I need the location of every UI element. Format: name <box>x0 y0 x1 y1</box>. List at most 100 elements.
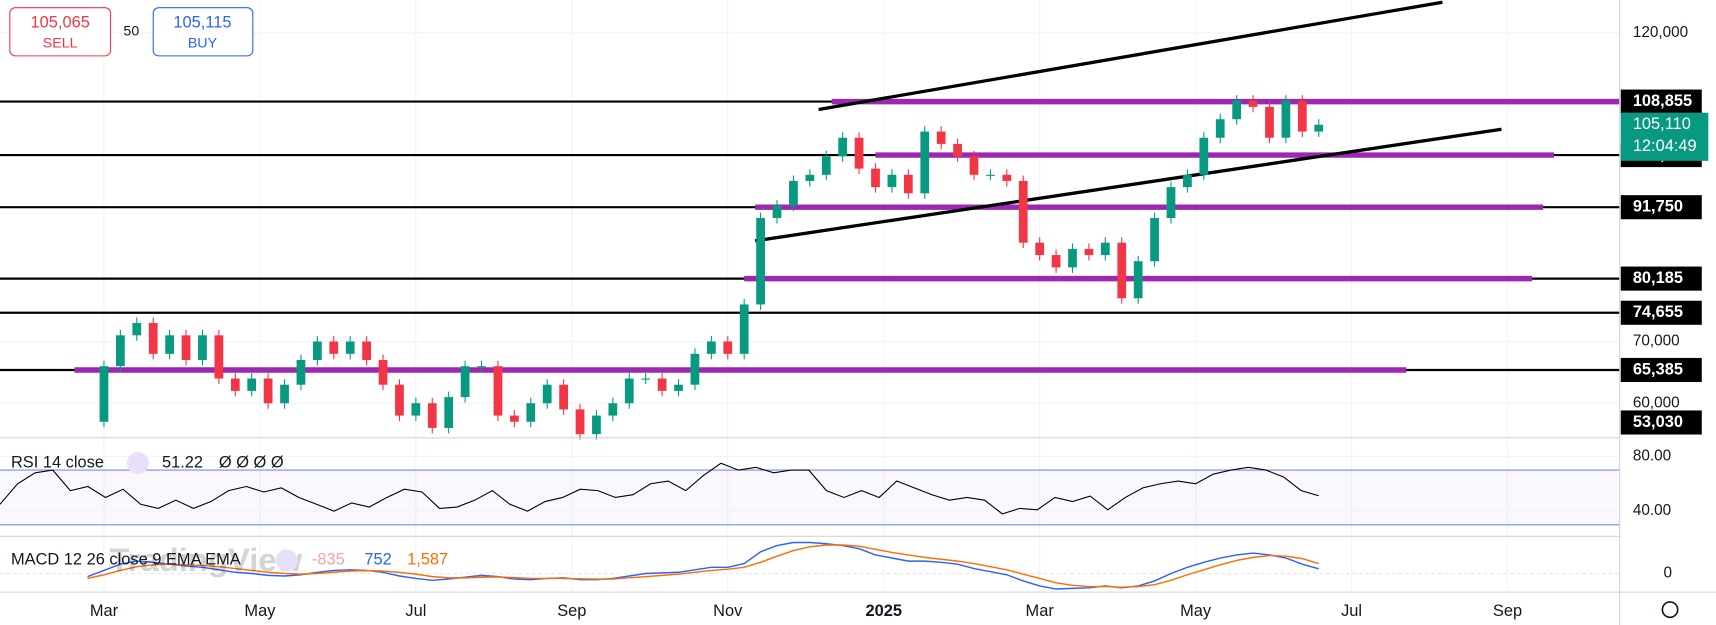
x-tick-label: Mar <box>90 602 119 620</box>
y-tick-label: 0 <box>1663 565 1672 582</box>
buy-label[interactable]: BUY <box>188 36 218 52</box>
candle-body <box>263 378 273 404</box>
candle-body <box>312 341 322 361</box>
settings-icon[interactable] <box>275 549 298 572</box>
level-tag <box>1620 410 1702 435</box>
candle-body <box>706 341 716 354</box>
candle-body <box>772 205 782 219</box>
candle-body <box>1183 174 1192 188</box>
candle-body <box>509 415 519 422</box>
candle-body <box>362 341 371 361</box>
level-label: 65,385 <box>1633 360 1683 378</box>
last-price-tag <box>1620 112 1709 161</box>
candle-body <box>674 384 683 391</box>
level-label: 53,030 <box>1633 413 1683 431</box>
candle-body <box>116 335 125 367</box>
candle-body <box>280 384 289 404</box>
candle-body <box>1166 187 1176 219</box>
x-tick-label: May <box>244 602 276 620</box>
candle-body <box>969 156 979 175</box>
buy-button[interactable] <box>152 7 254 57</box>
drawings <box>0 0 1620 373</box>
rsi-title: RSI 14 close <box>11 453 104 471</box>
candle-body <box>838 137 848 157</box>
x-tick-label: May <box>1180 602 1212 620</box>
candle-body <box>821 156 831 175</box>
y-tick-label: 40.00 <box>1633 502 1671 519</box>
candle-body <box>395 384 404 416</box>
spread: 50 <box>123 24 139 40</box>
candle-body <box>575 409 585 435</box>
settings-gear[interactable] <box>1661 601 1679 619</box>
candle-body <box>148 322 158 354</box>
trend-line <box>818 0 1443 112</box>
candle-body <box>526 403 536 422</box>
candle-body <box>329 341 339 354</box>
candle-body <box>624 378 634 404</box>
candle-body <box>756 218 765 305</box>
y-tick-label: 60,000 <box>1633 394 1680 411</box>
candle-body <box>1068 248 1077 268</box>
candle-body <box>559 384 568 410</box>
level-label: 80,185 <box>1633 269 1683 287</box>
y-tick-label: 70,000 <box>1633 333 1680 350</box>
sell-price[interactable]: 105,065 <box>31 13 90 31</box>
candle-body <box>1018 180 1028 243</box>
candle-body <box>477 366 486 368</box>
candle-body <box>1281 100 1291 138</box>
candle-body <box>1215 119 1225 138</box>
candle-body <box>247 378 257 391</box>
macd-legend: -835 752 1,587 <box>312 551 448 569</box>
candle-body <box>296 360 306 385</box>
level-tag <box>1620 89 1702 114</box>
y-tick-label: 120,000 <box>1633 24 1688 41</box>
candle-body <box>903 174 913 194</box>
rsi-band-fill <box>0 470 1620 525</box>
level-label: 91,750 <box>1633 198 1683 216</box>
candle-body <box>657 378 667 391</box>
candle-body <box>690 353 700 385</box>
candle-body <box>1035 242 1045 256</box>
candle-body <box>181 335 191 361</box>
candle-body <box>1002 174 1012 181</box>
candle-body <box>887 174 897 188</box>
x-tick-label: Jul <box>1341 602 1362 620</box>
x-tick-label: 2025 <box>865 602 902 620</box>
x-tick-label: Mar <box>1026 602 1055 620</box>
candle-body <box>723 341 733 354</box>
candle-body <box>198 335 207 361</box>
y-tick-label: 80.00 <box>1633 447 1671 464</box>
candle-body <box>1051 255 1061 268</box>
candle-body <box>789 180 798 206</box>
candle-body <box>936 131 946 144</box>
level-label: 108,855 <box>1633 92 1692 110</box>
sell-button[interactable] <box>9 7 112 57</box>
candle-body <box>542 384 552 404</box>
watermark: TradingView <box>109 541 302 578</box>
x-tick-label: Sep <box>1493 602 1522 620</box>
plot <box>0 95 1324 590</box>
candle-body <box>460 366 470 398</box>
candle-body <box>378 360 388 385</box>
countdown: 12:04:49 <box>1633 137 1697 155</box>
last-price-label: 105,110 <box>1633 115 1691 133</box>
x-tick-label: Sep <box>557 602 586 620</box>
candle-body <box>1117 242 1127 299</box>
sell-label[interactable]: SELL <box>43 36 78 52</box>
level-tag <box>1620 195 1702 220</box>
buy-price[interactable]: 105,115 <box>173 13 231 31</box>
candle-body <box>871 168 880 188</box>
candle-body <box>345 341 355 354</box>
settings-icon[interactable] <box>126 452 149 474</box>
candle-body <box>427 403 437 428</box>
candle-body <box>641 378 651 380</box>
candle-body <box>1084 248 1094 256</box>
candle-body <box>1232 100 1242 120</box>
candle-body <box>99 366 109 422</box>
level-tag <box>1620 300 1702 325</box>
rsi-value: 51.22 <box>162 453 203 471</box>
macd-legend-value: 752 <box>364 551 391 569</box>
level-tag <box>1620 266 1702 291</box>
rsi-extra: Ø Ø Ø Ø <box>219 453 284 471</box>
